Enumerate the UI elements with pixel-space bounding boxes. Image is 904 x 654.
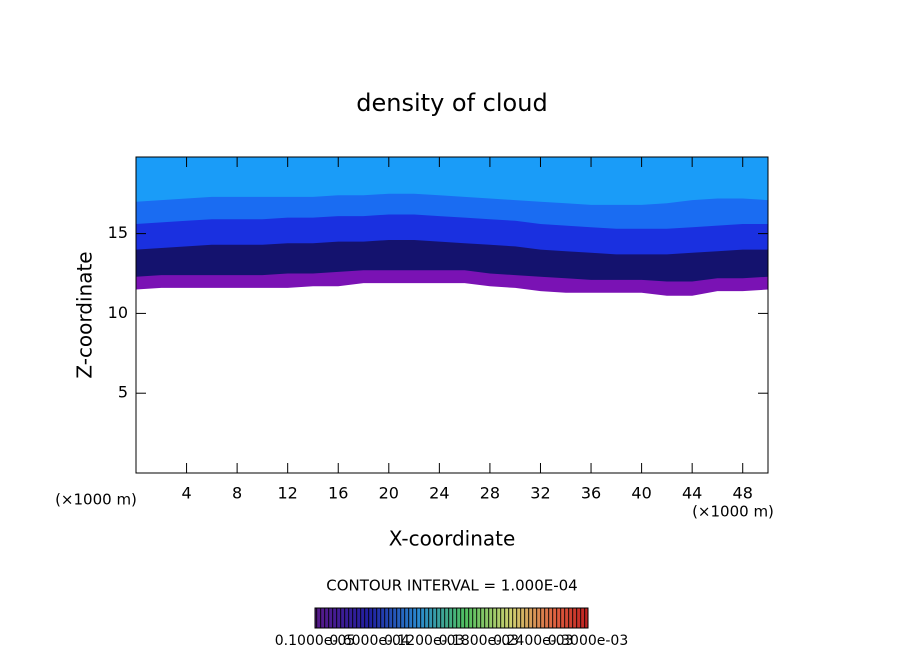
x-tick-label: 44: [682, 484, 702, 503]
x-tick-label: 8: [232, 484, 242, 503]
colorbar-frame: [314, 607, 589, 629]
y-axis-label: Z-coordinate: [73, 251, 97, 378]
y-tick-label: 10: [108, 303, 128, 322]
x-tick-label: 28: [480, 484, 500, 503]
x-tick-label: 24: [429, 484, 449, 503]
colorbar-label: 0.6000e-04: [329, 633, 410, 649]
contour-band: [136, 157, 768, 205]
colorbar: [314, 607, 589, 629]
y-tick-label: 15: [108, 223, 128, 242]
colorbar-label: 0.1800e-03: [439, 633, 519, 649]
plot-frame: [135, 156, 769, 474]
colorbar-label: 0.3000e-03: [548, 633, 628, 649]
contour-interval: CONTOUR INTERVAL = 1.000E-04: [326, 577, 577, 595]
plot-area: [135, 156, 769, 474]
colorbar-label: 0.2400e-03: [493, 633, 573, 649]
x-axis-label: X-coordinate: [389, 527, 516, 551]
x-tick-label: 12: [278, 484, 298, 503]
x-unit-label: (×1000 m): [692, 503, 774, 521]
x-tick-label: 32: [530, 484, 550, 503]
x-tick-label: 36: [581, 484, 601, 503]
y-tick-label: 5: [118, 383, 128, 402]
x-tick-label: 4: [181, 484, 191, 503]
x-tick-label: 40: [631, 484, 651, 503]
x-tick-label: 16: [328, 484, 348, 503]
x-unit-label: (×1000 m): [55, 491, 137, 509]
colorbar-label: 0.1000e-05: [275, 633, 355, 649]
x-tick-label: 48: [733, 484, 753, 503]
colorbar-label: 0.1200e-03: [384, 633, 464, 649]
chart-title: density of cloud: [356, 89, 547, 117]
x-tick-label: 20: [379, 484, 399, 503]
colorbar-stripes: [315, 608, 588, 628]
